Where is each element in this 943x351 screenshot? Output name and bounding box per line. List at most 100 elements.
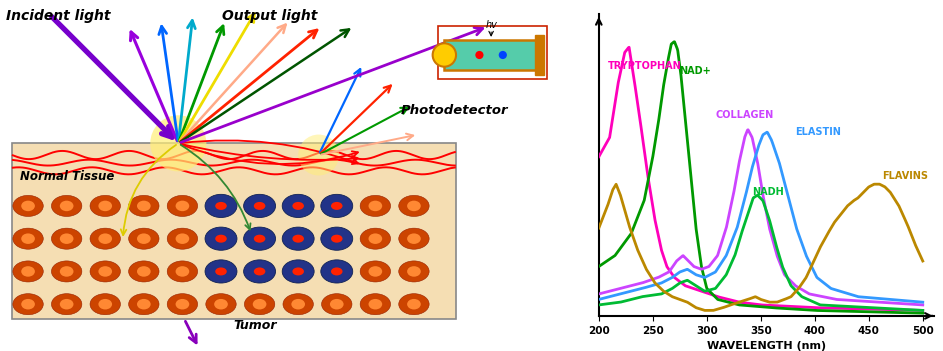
Text: FLAVINS: FLAVINS [882, 171, 928, 181]
Ellipse shape [321, 227, 353, 250]
Ellipse shape [331, 235, 342, 243]
Ellipse shape [243, 194, 275, 218]
Ellipse shape [399, 294, 429, 315]
Ellipse shape [90, 261, 121, 282]
Text: hv: hv [486, 20, 497, 30]
Ellipse shape [22, 299, 35, 310]
Ellipse shape [137, 299, 151, 310]
Ellipse shape [253, 299, 267, 310]
Ellipse shape [175, 233, 190, 244]
Ellipse shape [331, 202, 342, 210]
Ellipse shape [52, 294, 82, 315]
Ellipse shape [137, 201, 151, 211]
Text: Incident light: Incident light [6, 9, 110, 24]
Text: Normal Tissue: Normal Tissue [21, 170, 115, 183]
Text: Photodetector: Photodetector [401, 104, 508, 117]
Ellipse shape [244, 294, 274, 315]
Ellipse shape [205, 260, 237, 283]
Ellipse shape [175, 266, 190, 277]
Bar [438, 26, 547, 79]
Ellipse shape [360, 261, 390, 282]
Ellipse shape [59, 266, 74, 277]
Ellipse shape [59, 233, 74, 244]
Ellipse shape [90, 228, 121, 249]
Ellipse shape [369, 266, 382, 277]
Ellipse shape [22, 233, 35, 244]
Text: COLLAGEN: COLLAGEN [716, 110, 773, 120]
Ellipse shape [98, 299, 112, 310]
Bar [535, 35, 544, 75]
X-axis label: WAVELENGTH (nm): WAVELENGTH (nm) [706, 341, 826, 351]
Ellipse shape [98, 233, 112, 244]
Ellipse shape [254, 235, 265, 243]
Ellipse shape [205, 227, 237, 250]
Circle shape [150, 115, 207, 171]
Ellipse shape [128, 294, 159, 315]
Ellipse shape [205, 194, 237, 218]
Ellipse shape [13, 294, 43, 315]
Ellipse shape [90, 294, 121, 315]
Ellipse shape [291, 299, 305, 310]
Ellipse shape [369, 299, 382, 310]
Ellipse shape [215, 235, 226, 243]
Ellipse shape [59, 201, 74, 211]
Ellipse shape [369, 201, 382, 211]
Ellipse shape [282, 227, 314, 250]
Ellipse shape [254, 202, 265, 210]
Circle shape [298, 134, 339, 176]
Ellipse shape [283, 294, 313, 315]
Ellipse shape [128, 196, 159, 217]
Ellipse shape [330, 299, 343, 310]
Ellipse shape [52, 228, 82, 249]
Ellipse shape [360, 196, 390, 217]
Ellipse shape [206, 294, 236, 315]
Ellipse shape [399, 261, 429, 282]
Text: ELASTIN: ELASTIN [795, 127, 841, 137]
Ellipse shape [137, 266, 151, 277]
Circle shape [499, 51, 507, 59]
Ellipse shape [215, 202, 226, 210]
Ellipse shape [407, 266, 421, 277]
Ellipse shape [13, 261, 43, 282]
Ellipse shape [137, 233, 151, 244]
Ellipse shape [322, 294, 352, 315]
Text: NADH: NADH [753, 187, 784, 197]
Ellipse shape [167, 294, 198, 315]
Ellipse shape [13, 228, 43, 249]
Ellipse shape [128, 261, 159, 282]
Ellipse shape [292, 235, 304, 243]
Ellipse shape [292, 267, 304, 276]
Text: Output light: Output light [223, 9, 318, 24]
Ellipse shape [90, 196, 121, 217]
Ellipse shape [175, 201, 190, 211]
Ellipse shape [59, 299, 74, 310]
Ellipse shape [52, 261, 82, 282]
Ellipse shape [407, 299, 421, 310]
Ellipse shape [52, 196, 82, 217]
Ellipse shape [22, 201, 35, 211]
Ellipse shape [282, 260, 314, 283]
Text: Tumor: Tumor [234, 319, 277, 332]
Ellipse shape [254, 267, 265, 276]
Ellipse shape [22, 266, 35, 277]
Ellipse shape [321, 194, 353, 218]
Ellipse shape [292, 202, 304, 210]
Ellipse shape [331, 267, 342, 276]
Ellipse shape [128, 228, 159, 249]
Ellipse shape [167, 261, 198, 282]
Circle shape [475, 51, 484, 59]
Ellipse shape [243, 260, 275, 283]
Text: TRYPTOPHAN: TRYPTOPHAN [607, 61, 681, 71]
Ellipse shape [360, 294, 390, 315]
Bar [444, 40, 538, 70]
Ellipse shape [175, 299, 190, 310]
Ellipse shape [98, 201, 112, 211]
Ellipse shape [369, 233, 382, 244]
Circle shape [433, 43, 456, 67]
Ellipse shape [214, 299, 228, 310]
Text: NAD+: NAD+ [679, 66, 710, 77]
Ellipse shape [167, 228, 198, 249]
Ellipse shape [399, 196, 429, 217]
Ellipse shape [98, 266, 112, 277]
Ellipse shape [282, 194, 314, 218]
